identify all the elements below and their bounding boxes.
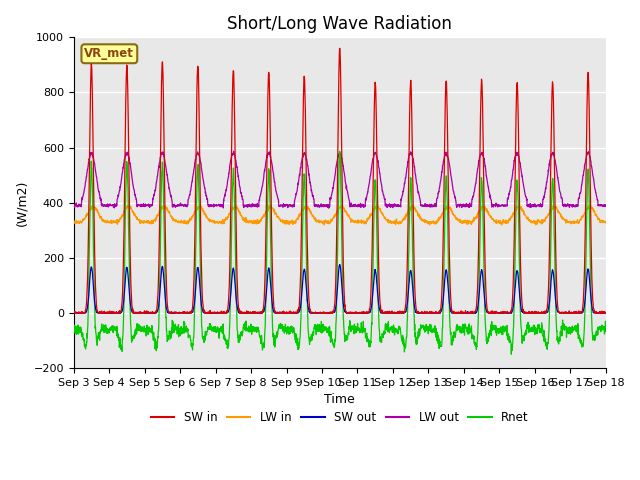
Legend: SW in, LW in, SW out, LW out, Rnet: SW in, LW in, SW out, LW out, Rnet bbox=[146, 406, 534, 429]
Y-axis label: (W/m2): (W/m2) bbox=[15, 180, 28, 226]
X-axis label: Time: Time bbox=[324, 394, 355, 407]
Title: Short/Long Wave Radiation: Short/Long Wave Radiation bbox=[227, 15, 452, 33]
Text: VR_met: VR_met bbox=[84, 47, 134, 60]
